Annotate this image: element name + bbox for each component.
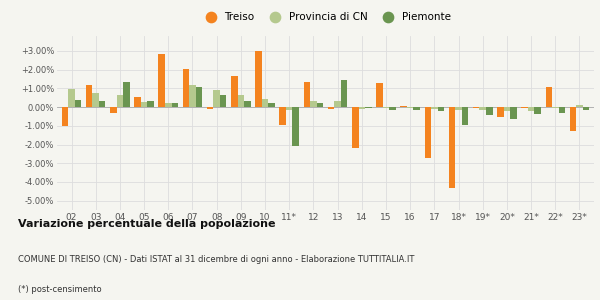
Bar: [334, 100, 341, 107]
Bar: [86, 85, 92, 107]
Bar: [182, 69, 189, 107]
Bar: [528, 107, 535, 111]
Bar: [141, 102, 148, 107]
Bar: [268, 103, 275, 107]
Bar: [535, 107, 541, 114]
Bar: [365, 107, 371, 108]
Bar: [503, 107, 510, 111]
Bar: [123, 82, 130, 107]
Bar: [510, 107, 517, 119]
Bar: [437, 107, 444, 111]
Bar: [110, 107, 116, 113]
Bar: [255, 51, 262, 107]
Bar: [449, 107, 455, 188]
Bar: [134, 97, 141, 107]
Bar: [220, 95, 226, 107]
Legend: Treiso, Provincia di CN, Piemonte: Treiso, Provincia di CN, Piemonte: [198, 10, 453, 24]
Bar: [148, 101, 154, 107]
Bar: [328, 107, 334, 109]
Bar: [262, 99, 268, 107]
Bar: [116, 95, 123, 107]
Bar: [75, 100, 82, 107]
Bar: [352, 107, 359, 148]
Bar: [479, 107, 486, 110]
Bar: [238, 95, 244, 107]
Bar: [473, 107, 479, 108]
Bar: [569, 107, 576, 131]
Bar: [68, 89, 75, 107]
Text: Variazione percentuale della popolazione: Variazione percentuale della popolazione: [18, 219, 275, 229]
Bar: [99, 100, 106, 107]
Bar: [389, 107, 396, 110]
Bar: [521, 107, 528, 108]
Bar: [455, 107, 462, 110]
Bar: [310, 100, 317, 107]
Bar: [196, 88, 202, 107]
Bar: [413, 107, 420, 110]
Bar: [486, 107, 493, 115]
Bar: [62, 107, 68, 126]
Bar: [431, 107, 437, 109]
Bar: [292, 107, 299, 146]
Bar: [165, 103, 172, 107]
Bar: [576, 105, 583, 107]
Bar: [244, 101, 251, 107]
Bar: [317, 103, 323, 107]
Bar: [280, 107, 286, 125]
Bar: [497, 107, 503, 117]
Bar: [552, 107, 559, 108]
Bar: [559, 107, 565, 113]
Bar: [400, 106, 407, 107]
Bar: [304, 82, 310, 107]
Bar: [383, 107, 389, 108]
Bar: [341, 80, 347, 107]
Text: (*) post-censimento: (*) post-censimento: [18, 285, 101, 294]
Bar: [189, 85, 196, 107]
Bar: [407, 107, 413, 108]
Bar: [231, 76, 238, 107]
Bar: [286, 107, 292, 110]
Bar: [214, 90, 220, 107]
Bar: [158, 54, 165, 107]
Text: COMUNE DI TREISO (CN) - Dati ISTAT al 31 dicembre di ogni anno - Elaborazione TU: COMUNE DI TREISO (CN) - Dati ISTAT al 31…: [18, 255, 415, 264]
Bar: [172, 103, 178, 107]
Bar: [462, 107, 469, 125]
Bar: [425, 107, 431, 158]
Bar: [376, 83, 383, 107]
Bar: [359, 107, 365, 109]
Bar: [207, 107, 214, 109]
Bar: [92, 93, 99, 107]
Bar: [545, 88, 552, 107]
Bar: [583, 107, 589, 110]
